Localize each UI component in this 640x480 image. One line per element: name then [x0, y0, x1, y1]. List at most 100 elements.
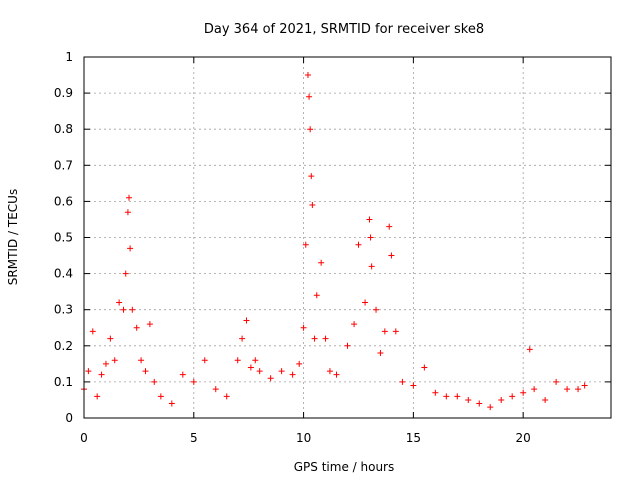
data-point [432, 389, 439, 396]
x-tick-label: 0 [80, 431, 88, 445]
y-tick-label: 0.5 [54, 231, 73, 245]
y-tick-label: 0.9 [54, 86, 73, 100]
data-point [377, 350, 384, 357]
data-point [116, 299, 123, 306]
data-point [306, 93, 313, 100]
x-axis-label: GPS time / hours [294, 460, 395, 474]
data-point [307, 126, 314, 133]
data-point [553, 378, 560, 385]
y-tick-label: 0.8 [54, 122, 73, 136]
data-point [151, 378, 158, 385]
data-point [351, 321, 358, 328]
data-point [322, 335, 329, 342]
data-point [367, 234, 374, 241]
chart-title: Day 364 of 2021, SRMTID for receiver ske… [204, 22, 484, 37]
data-point [465, 396, 472, 403]
data-point [309, 202, 316, 209]
data-point [311, 335, 318, 342]
data-point [564, 386, 571, 393]
data-point [454, 393, 461, 400]
data-point [252, 357, 259, 364]
data-point [120, 306, 127, 313]
x-tick-label: 20 [516, 431, 531, 445]
data-point [392, 328, 399, 335]
data-point [124, 209, 131, 216]
data-point [443, 393, 450, 400]
data-point [142, 368, 149, 375]
data-point [133, 324, 140, 331]
data-point [85, 368, 92, 375]
data-point [304, 72, 311, 79]
data-point [94, 393, 101, 400]
data-point [542, 396, 549, 403]
data-point [366, 216, 373, 223]
data-point [520, 389, 527, 396]
data-point [487, 404, 494, 411]
data-point [302, 241, 309, 248]
data-point [126, 194, 133, 201]
data-point [223, 393, 230, 400]
data-point [111, 357, 118, 364]
data-point [122, 270, 129, 277]
data-point [509, 393, 516, 400]
data-point [234, 357, 241, 364]
y-tick-label: 0.2 [54, 339, 73, 353]
data-point [247, 364, 254, 371]
data-point [333, 371, 340, 378]
data-point [243, 317, 250, 324]
y-tick-label: 0 [65, 411, 73, 425]
data-point [278, 368, 285, 375]
y-tick-label: 0.7 [54, 158, 73, 172]
data-point [256, 368, 263, 375]
data-point [239, 335, 246, 342]
data-point [318, 259, 325, 266]
gridlines [84, 57, 611, 418]
data-point [168, 400, 175, 407]
data-point [127, 245, 134, 252]
data-point [498, 396, 505, 403]
data-point [146, 321, 153, 328]
y-tick-label: 0.4 [54, 267, 73, 281]
data-point [201, 357, 208, 364]
y-tick-label: 0.3 [54, 303, 73, 317]
data-point [190, 378, 197, 385]
data-point [129, 306, 136, 313]
data-point [300, 324, 307, 331]
y-tick-label: 0.6 [54, 194, 73, 208]
plot-frame [83, 56, 612, 419]
data-point [344, 342, 351, 349]
data-point [355, 241, 362, 248]
plot-points [81, 72, 588, 411]
x-tick-label: 10 [296, 431, 311, 445]
data-point [289, 371, 296, 378]
data-point [138, 357, 145, 364]
data-point [368, 263, 375, 270]
data-point [381, 328, 388, 335]
data-point [410, 382, 417, 389]
data-point [157, 393, 164, 400]
data-point [399, 378, 406, 385]
data-point [89, 328, 96, 335]
data-point [526, 346, 533, 353]
data-point [98, 371, 105, 378]
y-tick-label: 1 [65, 50, 73, 64]
data-point [308, 173, 315, 180]
data-point [531, 386, 538, 393]
data-point [581, 382, 588, 389]
data-point [362, 299, 369, 306]
data-point [575, 386, 582, 393]
data-point [267, 375, 274, 382]
data-point [373, 306, 380, 313]
y-tick-label: 0.1 [54, 375, 73, 389]
data-point [102, 360, 109, 367]
data-point [476, 400, 483, 407]
x-ticks: 0 5 10 15 20 [80, 57, 531, 445]
data-point [388, 252, 395, 259]
data-point [212, 386, 219, 393]
x-tick-label: 5 [190, 431, 198, 445]
data-point [313, 292, 320, 299]
data-point [386, 223, 393, 230]
y-ticks: 0 0.1 0.2 0.3 0.4 0.5 0.6 0.7 0.8 0.9 1 [54, 50, 611, 425]
x-tick-label: 15 [406, 431, 421, 445]
